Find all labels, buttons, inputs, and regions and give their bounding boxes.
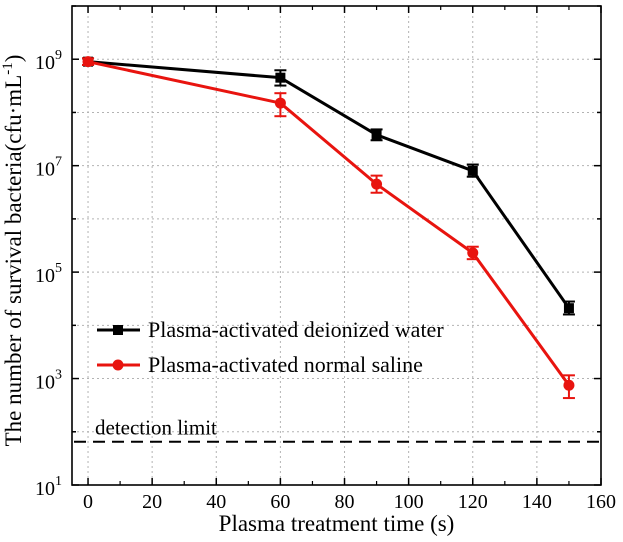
legend-item-normal-saline: Plasma-activated normal saline xyxy=(97,352,423,377)
legend-label-normal-saline: Plasma-activated normal saline xyxy=(148,352,423,377)
x-tick-label: 120 xyxy=(458,491,488,513)
legend-marker-square xyxy=(113,325,123,335)
y-tick-label: 101 xyxy=(35,474,62,500)
y-axis-title-close: ) xyxy=(1,55,26,63)
grid xyxy=(72,6,602,485)
y-tick-label: 105 xyxy=(35,261,62,287)
x-tick-label: 40 xyxy=(206,491,226,513)
x-tick-label: 0 xyxy=(83,491,93,513)
y-tick-label-base: 10 xyxy=(35,52,55,74)
data-point xyxy=(275,72,286,83)
data-point xyxy=(371,129,382,140)
y-tick-label-base: 10 xyxy=(35,159,55,181)
y-axis-title-exponent: -1 xyxy=(0,62,16,75)
legend-item-deionized-water: Plasma-activated deionized water xyxy=(97,317,444,342)
series-normal-saline xyxy=(82,56,575,400)
legend-marker-circle xyxy=(112,359,124,371)
y-tick-label-base: 10 xyxy=(35,372,55,394)
data-point xyxy=(82,56,94,68)
y-tick-label-exponent: 3 xyxy=(55,368,62,383)
y-tick-label-exponent: 5 xyxy=(55,261,62,276)
y-tick-label: 107 xyxy=(35,155,62,181)
detection-limit-label: detection limit xyxy=(95,416,217,440)
legend: Plasma-activated deionized water Plasma-… xyxy=(97,317,444,377)
y-tick-label-exponent: 1 xyxy=(55,474,62,489)
x-tick-label: 60 xyxy=(270,491,290,513)
y-tick-label: 109 xyxy=(35,48,62,74)
x-tick-label: 100 xyxy=(394,491,424,513)
plot-frame xyxy=(71,5,602,486)
y-tick-label: 103 xyxy=(35,368,62,394)
data-point xyxy=(563,303,574,314)
x-tick-label: 20 xyxy=(142,491,162,513)
series-deionized-water xyxy=(82,56,575,316)
data-point xyxy=(467,247,479,259)
data-point xyxy=(274,97,286,109)
y-tick-label-base: 10 xyxy=(35,265,55,287)
data-point xyxy=(467,165,478,176)
y-tick-label-exponent: 7 xyxy=(55,155,62,170)
legend-label-deionized-water: Plasma-activated deionized water xyxy=(148,317,444,342)
y-axis-title: The number of survival bacteria(cfu·mL-1… xyxy=(0,55,26,447)
x-tick-label: 160 xyxy=(586,491,616,513)
x-tick-label: 140 xyxy=(522,491,552,513)
data-point xyxy=(563,379,575,391)
y-axis-title-main: The number of survival bacteria(cfu·mL xyxy=(1,75,26,447)
y-tick-label-base: 10 xyxy=(35,478,55,500)
detection-limit: detection limit xyxy=(74,416,599,443)
series-line xyxy=(87,60,571,310)
x-axis-title: Plasma treatment time (s) xyxy=(219,511,455,536)
series xyxy=(82,56,575,400)
x-tick-label: 80 xyxy=(335,491,355,513)
data-point xyxy=(371,178,383,190)
y-tick-label-exponent: 9 xyxy=(55,48,62,63)
